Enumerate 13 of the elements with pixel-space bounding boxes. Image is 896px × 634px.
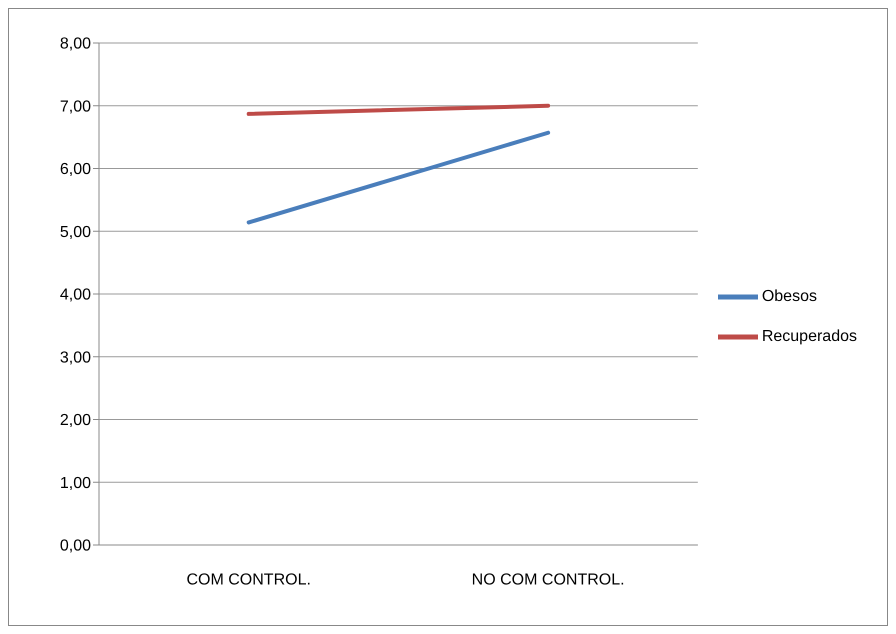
legend-label: Recuperados — [762, 328, 857, 346]
y-tick-label: 2,00 — [60, 412, 92, 430]
y-tick-label: 1,00 — [60, 474, 92, 492]
y-tick-label: 7,00 — [60, 98, 92, 116]
legend-label: Obesos — [762, 288, 817, 306]
x-tick-label: NO COM CONTROL. — [472, 571, 625, 588]
y-tick-label: 8,00 — [60, 36, 92, 53]
y-tick-label: 0,00 — [60, 538, 92, 555]
x-tick-label: COM CONTROL. — [186, 571, 311, 588]
y-tick-label: 4,00 — [60, 286, 92, 304]
y-tick-label: 6,00 — [60, 161, 92, 178]
y-tick-label: 5,00 — [60, 224, 92, 241]
y-tick-label: 3,00 — [60, 349, 92, 366]
